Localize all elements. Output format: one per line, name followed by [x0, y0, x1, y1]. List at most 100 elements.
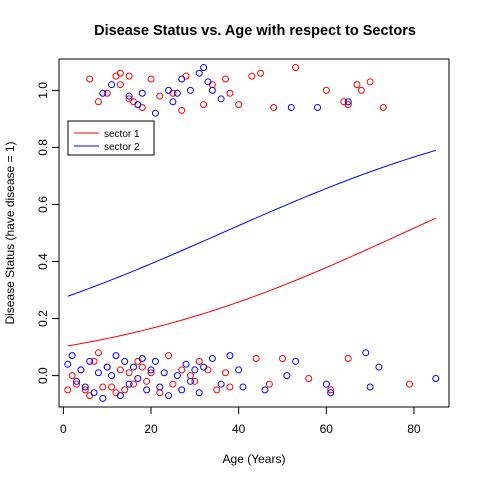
point-sector-1 — [201, 102, 207, 108]
point-sector-2 — [288, 104, 294, 110]
point-sector-1 — [179, 367, 185, 373]
point-sector-1 — [205, 367, 211, 373]
y-tick-label: 0.0 — [36, 367, 50, 384]
point-sector-2 — [205, 79, 211, 85]
point-sector-1 — [227, 384, 233, 390]
point-sector-1 — [100, 384, 106, 390]
y-axis: 0.0 0.2 0.4 0.6 0.8 1.0 — [36, 82, 59, 384]
point-sector-1 — [117, 70, 123, 76]
point-sector-2 — [376, 364, 382, 370]
point-sector-2 — [227, 353, 233, 359]
point-sector-1 — [109, 384, 115, 390]
point-sector-2 — [135, 375, 141, 381]
point-sector-1 — [157, 390, 163, 396]
point-sector-1 — [183, 73, 189, 79]
y-tick-label: 0.4 — [36, 253, 50, 270]
point-sector-1 — [367, 79, 373, 85]
chart-title: Disease Status vs. Age with respect to S… — [94, 23, 416, 39]
point-sector-2 — [201, 65, 207, 71]
y-tick-label: 0.8 — [36, 139, 50, 156]
point-sector-2 — [315, 104, 321, 110]
point-sector-2 — [144, 387, 150, 393]
point-sector-1 — [253, 356, 259, 362]
point-sector-1 — [179, 107, 185, 113]
x-tick-label: 40 — [232, 422, 246, 436]
x-axis: 0 20 40 60 80 — [60, 407, 421, 436]
point-sector-2 — [100, 90, 106, 96]
point-sector-2 — [236, 367, 242, 373]
point-sector-2 — [170, 99, 176, 105]
point-sector-2 — [367, 384, 373, 390]
point-sector-1 — [293, 65, 299, 71]
point-sector-1 — [65, 387, 71, 393]
point-sector-1 — [306, 375, 312, 381]
point-sector-1 — [354, 82, 360, 88]
data-points — [65, 65, 439, 402]
point-sector-2 — [95, 370, 101, 376]
plot-frame — [59, 59, 449, 407]
point-sector-1 — [279, 356, 285, 362]
x-tick-label: 20 — [144, 422, 158, 436]
point-sector-1 — [117, 367, 123, 373]
point-sector-2 — [284, 373, 290, 379]
point-sector-1 — [148, 76, 154, 82]
point-sector-2 — [166, 393, 172, 399]
x-tick-label: 0 — [60, 422, 67, 436]
legend: sector 1 sector 2 — [68, 121, 154, 155]
y-tick-label: 0.2 — [36, 310, 50, 327]
point-sector-2 — [201, 364, 207, 370]
point-sector-1 — [249, 73, 255, 79]
point-sector-2 — [218, 381, 224, 387]
point-sector-2 — [135, 102, 141, 108]
point-sector-1 — [266, 381, 272, 387]
point-sector-2 — [65, 361, 71, 367]
point-sector-2 — [187, 87, 193, 93]
point-sector-2 — [117, 393, 123, 399]
point-sector-2 — [104, 364, 110, 370]
point-sector-1 — [117, 82, 123, 88]
point-sector-2 — [78, 367, 84, 373]
x-tick-label: 60 — [320, 422, 334, 436]
point-sector-1 — [87, 76, 93, 82]
point-sector-2 — [152, 110, 158, 116]
point-sector-2 — [196, 390, 202, 396]
point-sector-1 — [113, 73, 119, 79]
point-sector-2 — [433, 375, 439, 381]
point-sector-1 — [95, 99, 101, 105]
point-sector-2 — [152, 358, 158, 364]
point-sector-1 — [209, 82, 215, 88]
point-sector-1 — [345, 356, 351, 362]
point-sector-2 — [209, 87, 215, 93]
point-sector-2 — [218, 96, 224, 102]
point-sector-1 — [144, 378, 150, 384]
point-sector-1 — [122, 387, 128, 393]
point-sector-2 — [122, 358, 128, 364]
point-sector-2 — [262, 387, 268, 393]
point-sector-2 — [363, 350, 369, 356]
point-sector-1 — [126, 370, 132, 376]
point-sector-1 — [130, 99, 136, 105]
y-tick-label: 0.6 — [36, 196, 50, 213]
y-axis-label: Disease Status (have disease = 1) — [3, 141, 17, 324]
point-sector-2 — [113, 353, 119, 359]
point-sector-1 — [87, 393, 93, 399]
point-sector-2 — [196, 70, 202, 76]
legend-label-sector-2: sector 2 — [104, 142, 140, 153]
point-sector-2 — [240, 384, 246, 390]
point-sector-1 — [214, 387, 220, 393]
point-sector-1 — [139, 364, 145, 370]
y-tick-label: 1.0 — [36, 82, 50, 99]
point-sector-2 — [174, 90, 180, 96]
point-sector-1 — [157, 93, 163, 99]
fit-line-sector-1 — [68, 218, 436, 346]
point-sector-1 — [236, 102, 242, 108]
point-sector-1 — [196, 358, 202, 364]
point-sector-2 — [293, 358, 299, 364]
point-sector-1 — [187, 373, 193, 379]
point-sector-1 — [135, 358, 141, 364]
point-sector-1 — [358, 87, 364, 93]
point-sector-2 — [179, 387, 185, 393]
point-sector-1 — [126, 73, 132, 79]
x-tick-label: 80 — [407, 422, 421, 436]
point-sector-2 — [174, 373, 180, 379]
